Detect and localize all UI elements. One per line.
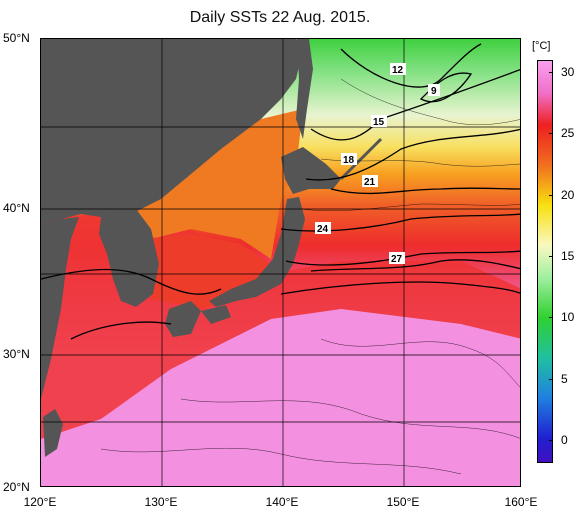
fine-isotherm-lines	[100, 78, 520, 475]
land-kurils	[339, 137, 383, 181]
contour-label-12: 12	[392, 65, 404, 76]
contour-label-21: 21	[364, 177, 376, 188]
land-sakhalin	[296, 39, 313, 139]
colorbar-tick-30: 30	[561, 65, 575, 79]
lon-label-140e: 140°E	[265, 495, 299, 509]
lat-label-50n: 50°N	[3, 31, 30, 45]
land-asia	[41, 39, 303, 224]
lon-label-150e: 150°E	[386, 495, 420, 509]
land-shikoku	[201, 305, 231, 324]
land-china-coast	[41, 217, 79, 399]
contour-label-15: 15	[373, 117, 385, 128]
colorbar-tick-10: 10	[561, 310, 575, 324]
land-korea	[99, 209, 159, 307]
colorbar-tick-5: 5	[561, 372, 568, 386]
colorbar	[537, 60, 553, 463]
contour-label-27: 27	[391, 254, 403, 265]
contour-labels: 12 9 15 18 21 24 27	[315, 63, 440, 265]
contour-label-9: 9	[431, 86, 437, 97]
lon-label-130e: 130°E	[144, 495, 178, 509]
sst-map-canvas: 12 9 15 18 21 24 27	[41, 39, 520, 486]
colorbar-tick-25: 25	[561, 126, 575, 140]
land-kyushu	[165, 301, 201, 337]
lat-lon-grid	[41, 39, 520, 486]
colorbar-tick-20: 20	[561, 188, 575, 202]
contour-label-24: 24	[317, 224, 329, 235]
land-hokkaido	[281, 147, 341, 194]
lon-label-120e: 120°E	[23, 495, 57, 509]
lon-label-160e: 160°E	[504, 495, 538, 509]
lat-label-20n: 20°N	[3, 480, 30, 494]
colorbar-unit: [°C]	[532, 40, 551, 52]
sst-map: 12 9 15 18 21 24 27	[40, 38, 521, 487]
land-honshu	[209, 197, 305, 307]
sea-of-japan	[136, 109, 303, 259]
map-title: Daily SSTs 22 Aug. 2015.	[189, 9, 371, 26]
colorbar-tick-0: 0	[561, 433, 568, 447]
pink-subtropical-zone	[41, 309, 520, 486]
colorbar-gradient	[538, 61, 552, 462]
lat-label-30n: 30°N	[3, 347, 30, 361]
contour-label-18: 18	[343, 155, 355, 166]
lat-label-40n: 40°N	[3, 201, 30, 215]
colorbar-tick-15: 15	[561, 249, 575, 263]
land-taiwan	[43, 409, 63, 457]
